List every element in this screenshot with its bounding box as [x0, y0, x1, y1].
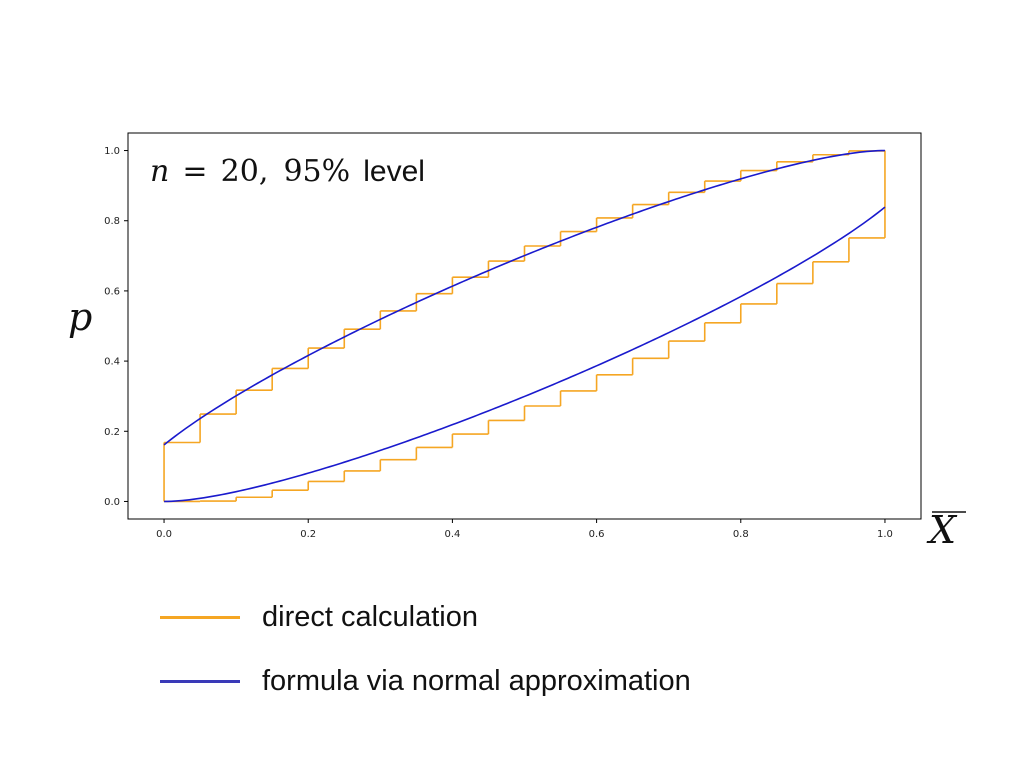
- normal-approx-curves-group: [163, 149, 886, 503]
- chart-title: n = 20, 95% level: [150, 154, 425, 189]
- normal-approx-lower-curve: [164, 206, 886, 503]
- title-equals: =: [182, 154, 207, 189]
- legend-swatch-direct: [160, 615, 240, 619]
- x-axis-label: X: [926, 508, 958, 552]
- legend: direct calculation formula via normal ap…: [160, 585, 691, 713]
- normal-approx-upper-curve: [163, 149, 885, 446]
- y-tick-label-2: 0.4: [104, 357, 120, 368]
- y-tick-label-1: 0.2: [104, 427, 120, 438]
- y-tick-label-0: 0.0: [104, 497, 120, 508]
- x-tick-label-1: 0.2: [300, 529, 316, 540]
- legend-label-direct: direct calculation: [262, 600, 478, 633]
- y-tick-label-4: 0.8: [104, 216, 120, 227]
- x-tick-label-4: 0.8: [733, 529, 749, 540]
- legend-item-normal: formula via normal approximation: [160, 649, 691, 713]
- chart: 0.0 0.2 0.4 0.6 0.8 1.0 0.0 0.2 0.4 0.6 0.8 1.0 n =…: [68, 132, 966, 552]
- y-axis-label: p: [68, 295, 92, 339]
- direct-upper-steps-group: [163, 150, 886, 502]
- legend-item-direct: direct calculation: [160, 585, 691, 649]
- direct-lower-steps-group: [164, 209, 886, 503]
- ticks-group: 0.0 0.2 0.4 0.6 0.8 1.0 0.0 0.2 0.4 0.6 0.8 1.0: [104, 146, 893, 540]
- x-tick-label-2: 0.4: [444, 529, 460, 540]
- title-percent: 95%: [283, 154, 350, 189]
- x-tick-label-5: 1.0: [877, 529, 893, 540]
- legend-swatch-normal: [160, 679, 240, 683]
- legend-label-normal: formula via normal approximation: [262, 664, 691, 697]
- x-tick-label-3: 0.6: [589, 529, 605, 540]
- y-tick-label-5: 1.0: [104, 146, 120, 157]
- title-var: n: [150, 154, 169, 189]
- plot-frame: [127, 132, 922, 520]
- y-tick-label-3: 0.6: [104, 286, 120, 297]
- title-word: level: [363, 155, 425, 188]
- x-tick-label-0: 0.0: [156, 529, 172, 540]
- title-value: 20,: [221, 154, 269, 189]
